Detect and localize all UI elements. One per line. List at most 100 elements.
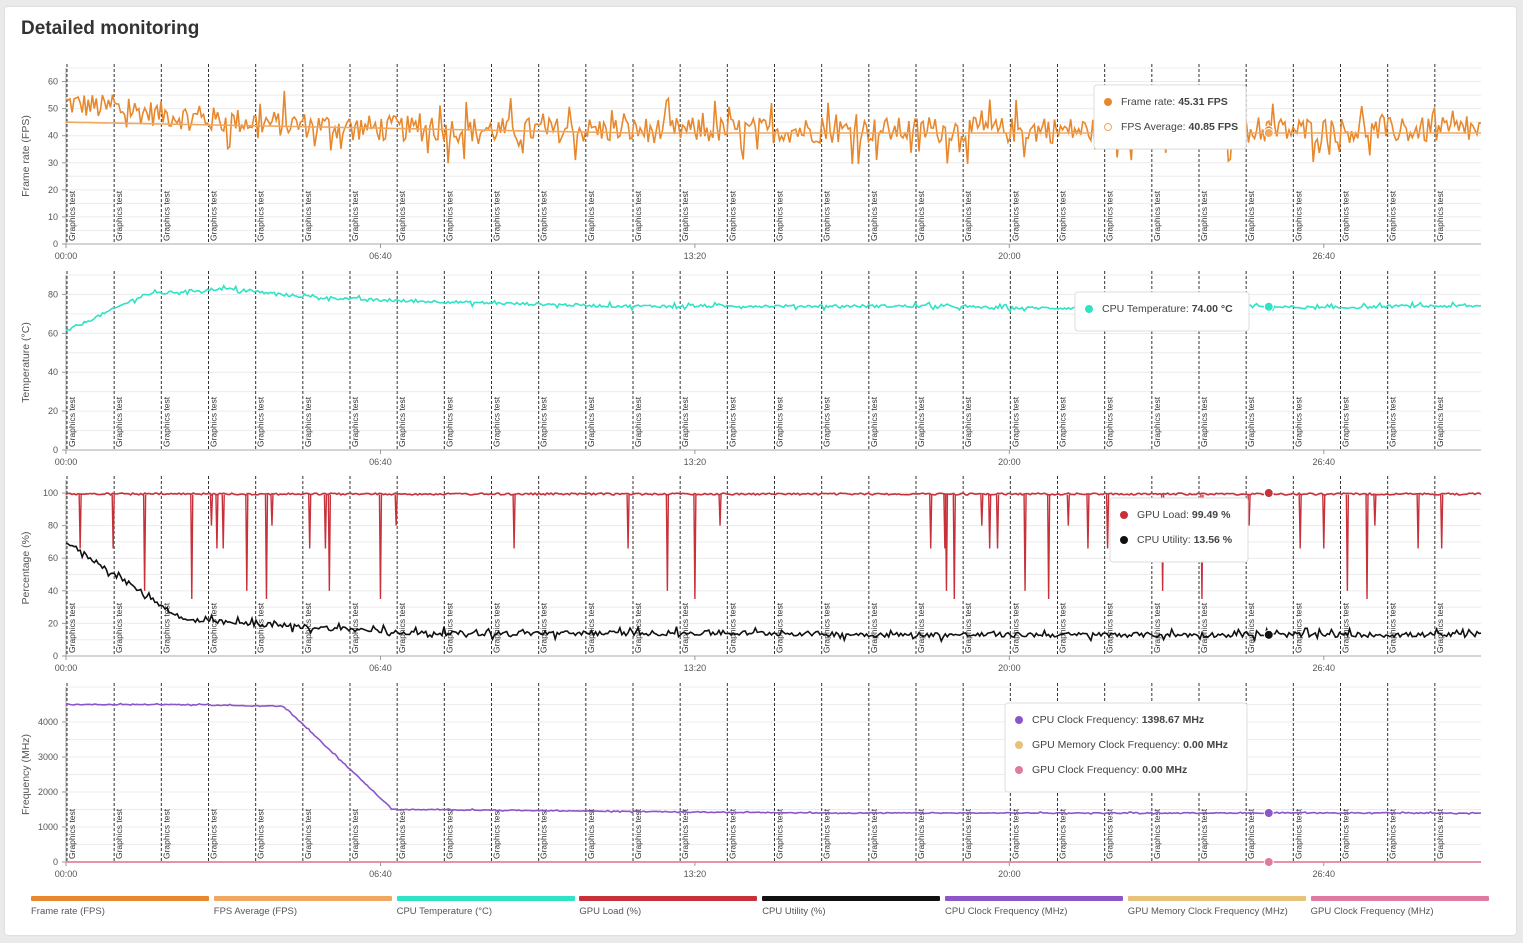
tooltip-label: CPU Temperature: 74.00 °C bbox=[1102, 303, 1233, 315]
series-dip bbox=[512, 494, 516, 549]
legend-item[interactable]: CPU Clock Frequency (MHz) bbox=[945, 896, 1123, 921]
series-dip bbox=[270, 494, 274, 526]
hover-point bbox=[1263, 808, 1274, 818]
graphics-test-label: Graphics test bbox=[775, 190, 785, 241]
graphics-test-label: Graphics test bbox=[727, 808, 737, 859]
legend-item[interactable]: Frame rate (FPS) bbox=[31, 896, 209, 921]
graphics-test-label: Graphics test bbox=[1246, 602, 1256, 653]
graphics-test-label: Graphics test bbox=[114, 396, 124, 447]
series-dip bbox=[394, 494, 398, 526]
graphics-test-label: Graphics test bbox=[1341, 396, 1351, 447]
graphics-test-label: Graphics test bbox=[1199, 808, 1209, 859]
x-tick-label: 26:40 bbox=[1313, 251, 1336, 261]
graphics-test-label: Graphics test bbox=[1293, 602, 1303, 653]
x-tick-label: 00:00 bbox=[55, 869, 78, 879]
graphics-test-label: Graphics test bbox=[680, 602, 690, 653]
graphics-test-label: Graphics test bbox=[539, 808, 549, 859]
series-dip bbox=[1105, 494, 1110, 549]
graphics-test-label: Graphics test bbox=[350, 808, 360, 859]
series-dip bbox=[1373, 494, 1377, 526]
y-tick-label: 20 bbox=[48, 185, 58, 195]
graphics-test-label: Graphics test bbox=[1293, 808, 1303, 859]
x-tick-label: 13:20 bbox=[684, 457, 707, 467]
series-line-2 bbox=[65, 542, 1482, 644]
graphics-test-label: Graphics test bbox=[822, 602, 832, 653]
legend-item[interactable]: GPU Memory Clock Frequency (MHz) bbox=[1127, 896, 1306, 921]
tooltip-label: CPU Clock Frequency: 1398.67 MHz bbox=[1032, 714, 1204, 726]
graphics-test-label: Graphics test bbox=[444, 190, 454, 241]
graphics-test-label: Graphics test bbox=[633, 190, 643, 241]
series-dip bbox=[980, 494, 984, 526]
series-dip bbox=[987, 494, 992, 549]
series-dip bbox=[952, 494, 957, 599]
graphics-test-label: Graphics test bbox=[633, 808, 643, 859]
series-dip bbox=[209, 494, 214, 526]
graphics-test-label: Graphics test bbox=[1246, 190, 1256, 241]
x-tick-label: 13:20 bbox=[684, 869, 707, 879]
series-dip bbox=[78, 494, 82, 549]
y-tick-label: 60 bbox=[48, 553, 58, 563]
graphics-test-label: Graphics test bbox=[1152, 602, 1162, 653]
y-tick-label: 2000 bbox=[38, 787, 58, 797]
graphics-test-label: Graphics test bbox=[1199, 602, 1209, 653]
series-dip bbox=[1298, 494, 1302, 549]
x-tick-label: 20:00 bbox=[998, 869, 1021, 879]
y-tick-label: 0 bbox=[53, 239, 58, 249]
hover-point bbox=[1263, 857, 1274, 867]
series-dip bbox=[626, 494, 630, 549]
graphics-test-label: Graphics test bbox=[1388, 396, 1398, 447]
monitoring-card bbox=[5, 7, 1516, 935]
graphics-test-label: Graphics test bbox=[1246, 396, 1256, 447]
y-tick-label: 100 bbox=[43, 488, 58, 498]
tooltip-box bbox=[1093, 84, 1247, 150]
graphics-test-label: Graphics test bbox=[963, 396, 973, 447]
legend-item[interactable]: GPU Clock Frequency (MHz) bbox=[1310, 896, 1489, 921]
x-tick-label: 20:00 bbox=[998, 663, 1021, 673]
legend-item[interactable]: GPU Load (%) bbox=[579, 896, 758, 921]
graphics-test-label: Graphics test bbox=[916, 808, 926, 859]
graphics-test-label: Graphics test bbox=[492, 396, 502, 447]
series-dip bbox=[323, 494, 328, 549]
x-tick-label: 06:40 bbox=[369, 457, 392, 467]
graphics-test-label: Graphics test bbox=[209, 808, 219, 859]
series-dip bbox=[1439, 494, 1444, 549]
graphics-test-label: Graphics test bbox=[775, 396, 785, 447]
x-tick-label: 00:00 bbox=[55, 663, 78, 673]
graphics-test-label: Graphics test bbox=[350, 396, 360, 447]
graphics-test-label: Graphics test bbox=[1199, 396, 1209, 447]
legend-item[interactable]: CPU Utility (%) bbox=[762, 896, 941, 921]
tooltip-dot bbox=[1015, 716, 1023, 724]
chart-panel-1: 0 10 20 30 40 50 60 00:00 06:40 13:20 20:00 26:40 Fr… bbox=[20, 64, 1482, 261]
tooltip-box bbox=[1074, 291, 1250, 332]
x-tick-label: 00:00 bbox=[55, 251, 78, 261]
graphics-test-label: Graphics test bbox=[1058, 808, 1068, 859]
graphics-test-label: Graphics test bbox=[586, 190, 596, 241]
y-axis-label: Frame rate (FPS) bbox=[20, 115, 32, 197]
graphics-test-label: Graphics test bbox=[350, 602, 360, 653]
graphics-test-label: Graphics test bbox=[539, 602, 549, 653]
legend-item[interactable]: FPS Average (FPS) bbox=[213, 896, 392, 921]
y-tick-label: 40 bbox=[48, 586, 58, 596]
tooltip-label: GPU Memory Clock Frequency: 0.00 MHz bbox=[1032, 739, 1228, 751]
y-tick-label: 80 bbox=[48, 521, 58, 531]
hover-point bbox=[1263, 301, 1274, 312]
graphics-test-label: Graphics test bbox=[1010, 602, 1020, 653]
series-line-1 bbox=[65, 702, 1482, 816]
graphics-test-label: Graphics test bbox=[1435, 808, 1445, 859]
y-axis-label: Percentage (%) bbox=[20, 532, 32, 605]
x-tick-label: 20:00 bbox=[998, 457, 1021, 467]
graphics-test-label: Graphics test bbox=[869, 396, 879, 447]
graphics-test-label: Graphics test bbox=[916, 396, 926, 447]
graphics-test-label: Graphics test bbox=[256, 190, 266, 241]
tooltip-box bbox=[1109, 497, 1249, 563]
graphics-test-label: Graphics test bbox=[1152, 190, 1162, 241]
x-tick-label: 26:40 bbox=[1313, 869, 1336, 879]
graphics-test-label: Graphics test bbox=[727, 190, 737, 241]
y-tick-label: 40 bbox=[48, 367, 58, 377]
series-dip bbox=[1086, 494, 1090, 549]
legend-item[interactable]: CPU Temperature (°C) bbox=[396, 896, 575, 921]
y-tick-label: 20 bbox=[48, 618, 58, 628]
graphics-test-label: Graphics test bbox=[633, 396, 643, 447]
graphics-test-label: Graphics test bbox=[1152, 396, 1162, 447]
